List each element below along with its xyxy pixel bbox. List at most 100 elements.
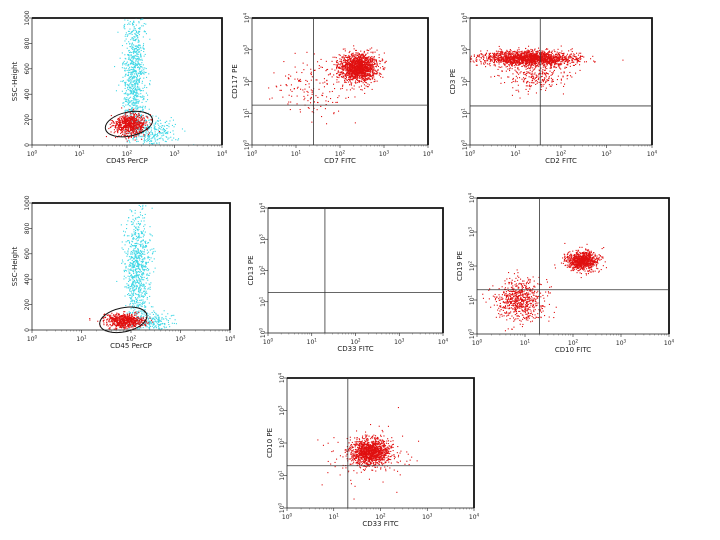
event-dot: [354, 81, 356, 83]
event-dot: [288, 94, 290, 96]
event-dot: [353, 85, 355, 87]
event-dot: [159, 119, 161, 121]
event-dot: [123, 12, 124, 13]
event-dot: [165, 133, 167, 135]
event-dot: [533, 60, 535, 62]
event-dot: [128, 124, 130, 126]
event-dot: [533, 64, 535, 66]
event-dot: [484, 61, 486, 63]
event-dot: [363, 76, 365, 78]
event-dot: [348, 67, 350, 69]
event-dot: [559, 64, 561, 66]
event-dot: [380, 76, 382, 78]
event-dot: [138, 126, 140, 128]
event-dot: [138, 75, 140, 77]
event-dot: [125, 130, 127, 132]
event-dot: [134, 94, 136, 96]
event-dot: [137, 32, 139, 34]
event-dot: [571, 48, 573, 50]
event-dot: [309, 98, 311, 100]
event-dot: [134, 133, 136, 135]
event-dot: [137, 36, 139, 38]
event-dot: [136, 53, 138, 55]
event-dot: [560, 63, 562, 65]
event-dot: [543, 54, 545, 56]
event-dot: [137, 58, 139, 60]
event-dot: [132, 15, 133, 16]
event-dot: [136, 82, 138, 84]
event-dot: [124, 119, 126, 121]
event-dot: [367, 49, 369, 51]
event-dot: [105, 136, 107, 138]
event-dot: [152, 133, 154, 135]
event-dot: [128, 108, 130, 110]
event-dot: [135, 92, 137, 94]
event-dot: [355, 61, 357, 63]
event-dot: [339, 67, 341, 69]
event-dot: [343, 57, 345, 59]
event-dot: [355, 58, 357, 60]
event-dot: [131, 60, 133, 62]
event-dot: [344, 50, 346, 52]
event-dot: [515, 51, 517, 53]
event-dot: [138, 45, 140, 47]
event-dot: [522, 52, 524, 54]
event-dot: [364, 72, 366, 74]
event-dot: [355, 82, 357, 84]
event-dot: [353, 71, 355, 73]
event-dot: [574, 54, 576, 56]
event-dot: [134, 66, 136, 68]
event-dot: [129, 120, 131, 122]
event-dot: [280, 84, 282, 86]
event-dot: [352, 61, 354, 63]
event-dot: [504, 53, 506, 55]
event-dot: [508, 51, 510, 53]
event-dot: [138, 59, 140, 61]
event-dot: [476, 56, 478, 58]
event-dot: [172, 119, 174, 121]
event-dot: [373, 73, 375, 75]
event-dot: [132, 89, 134, 91]
event-dot: [373, 66, 375, 68]
event-dot: [518, 58, 520, 60]
event-dot: [485, 62, 487, 64]
event-dot: [353, 66, 355, 68]
x-tick-label: 102: [335, 150, 346, 159]
event-dot: [136, 101, 138, 103]
event-dot: [542, 57, 544, 59]
event-dot: [551, 50, 553, 52]
event-dot: [376, 63, 378, 65]
event-dot: [507, 58, 509, 60]
event-dot: [124, 57, 126, 59]
event-dot: [127, 64, 129, 66]
event-dot: [136, 125, 138, 127]
event-dot: [132, 84, 134, 86]
event-dot: [363, 84, 365, 86]
event-dot: [486, 58, 488, 60]
event-dot: [139, 44, 141, 46]
event-dot: [355, 53, 357, 55]
event-dot: [539, 64, 541, 66]
event-dot: [126, 132, 128, 134]
event-dot: [130, 133, 132, 135]
event-dot: [138, 67, 140, 69]
event-dot: [504, 56, 506, 58]
event-dot: [569, 54, 571, 56]
event-dot: [499, 48, 501, 50]
event-dot: [132, 112, 134, 114]
event-dot: [136, 123, 138, 125]
event-dot: [503, 59, 505, 61]
y-axis-label: CD117 PE: [231, 64, 239, 99]
event-dot: [355, 68, 357, 70]
event-dot: [338, 74, 340, 76]
event-dot: [136, 137, 138, 139]
event-dot: [143, 77, 145, 79]
event-dot: [348, 60, 350, 62]
event-dot: [500, 49, 502, 51]
event-dot: [136, 75, 138, 77]
event-dot: [128, 54, 130, 56]
event-dot: [124, 19, 126, 21]
event-dot: [380, 73, 382, 75]
event-dot: [134, 97, 136, 99]
event-dot: [134, 62, 136, 64]
